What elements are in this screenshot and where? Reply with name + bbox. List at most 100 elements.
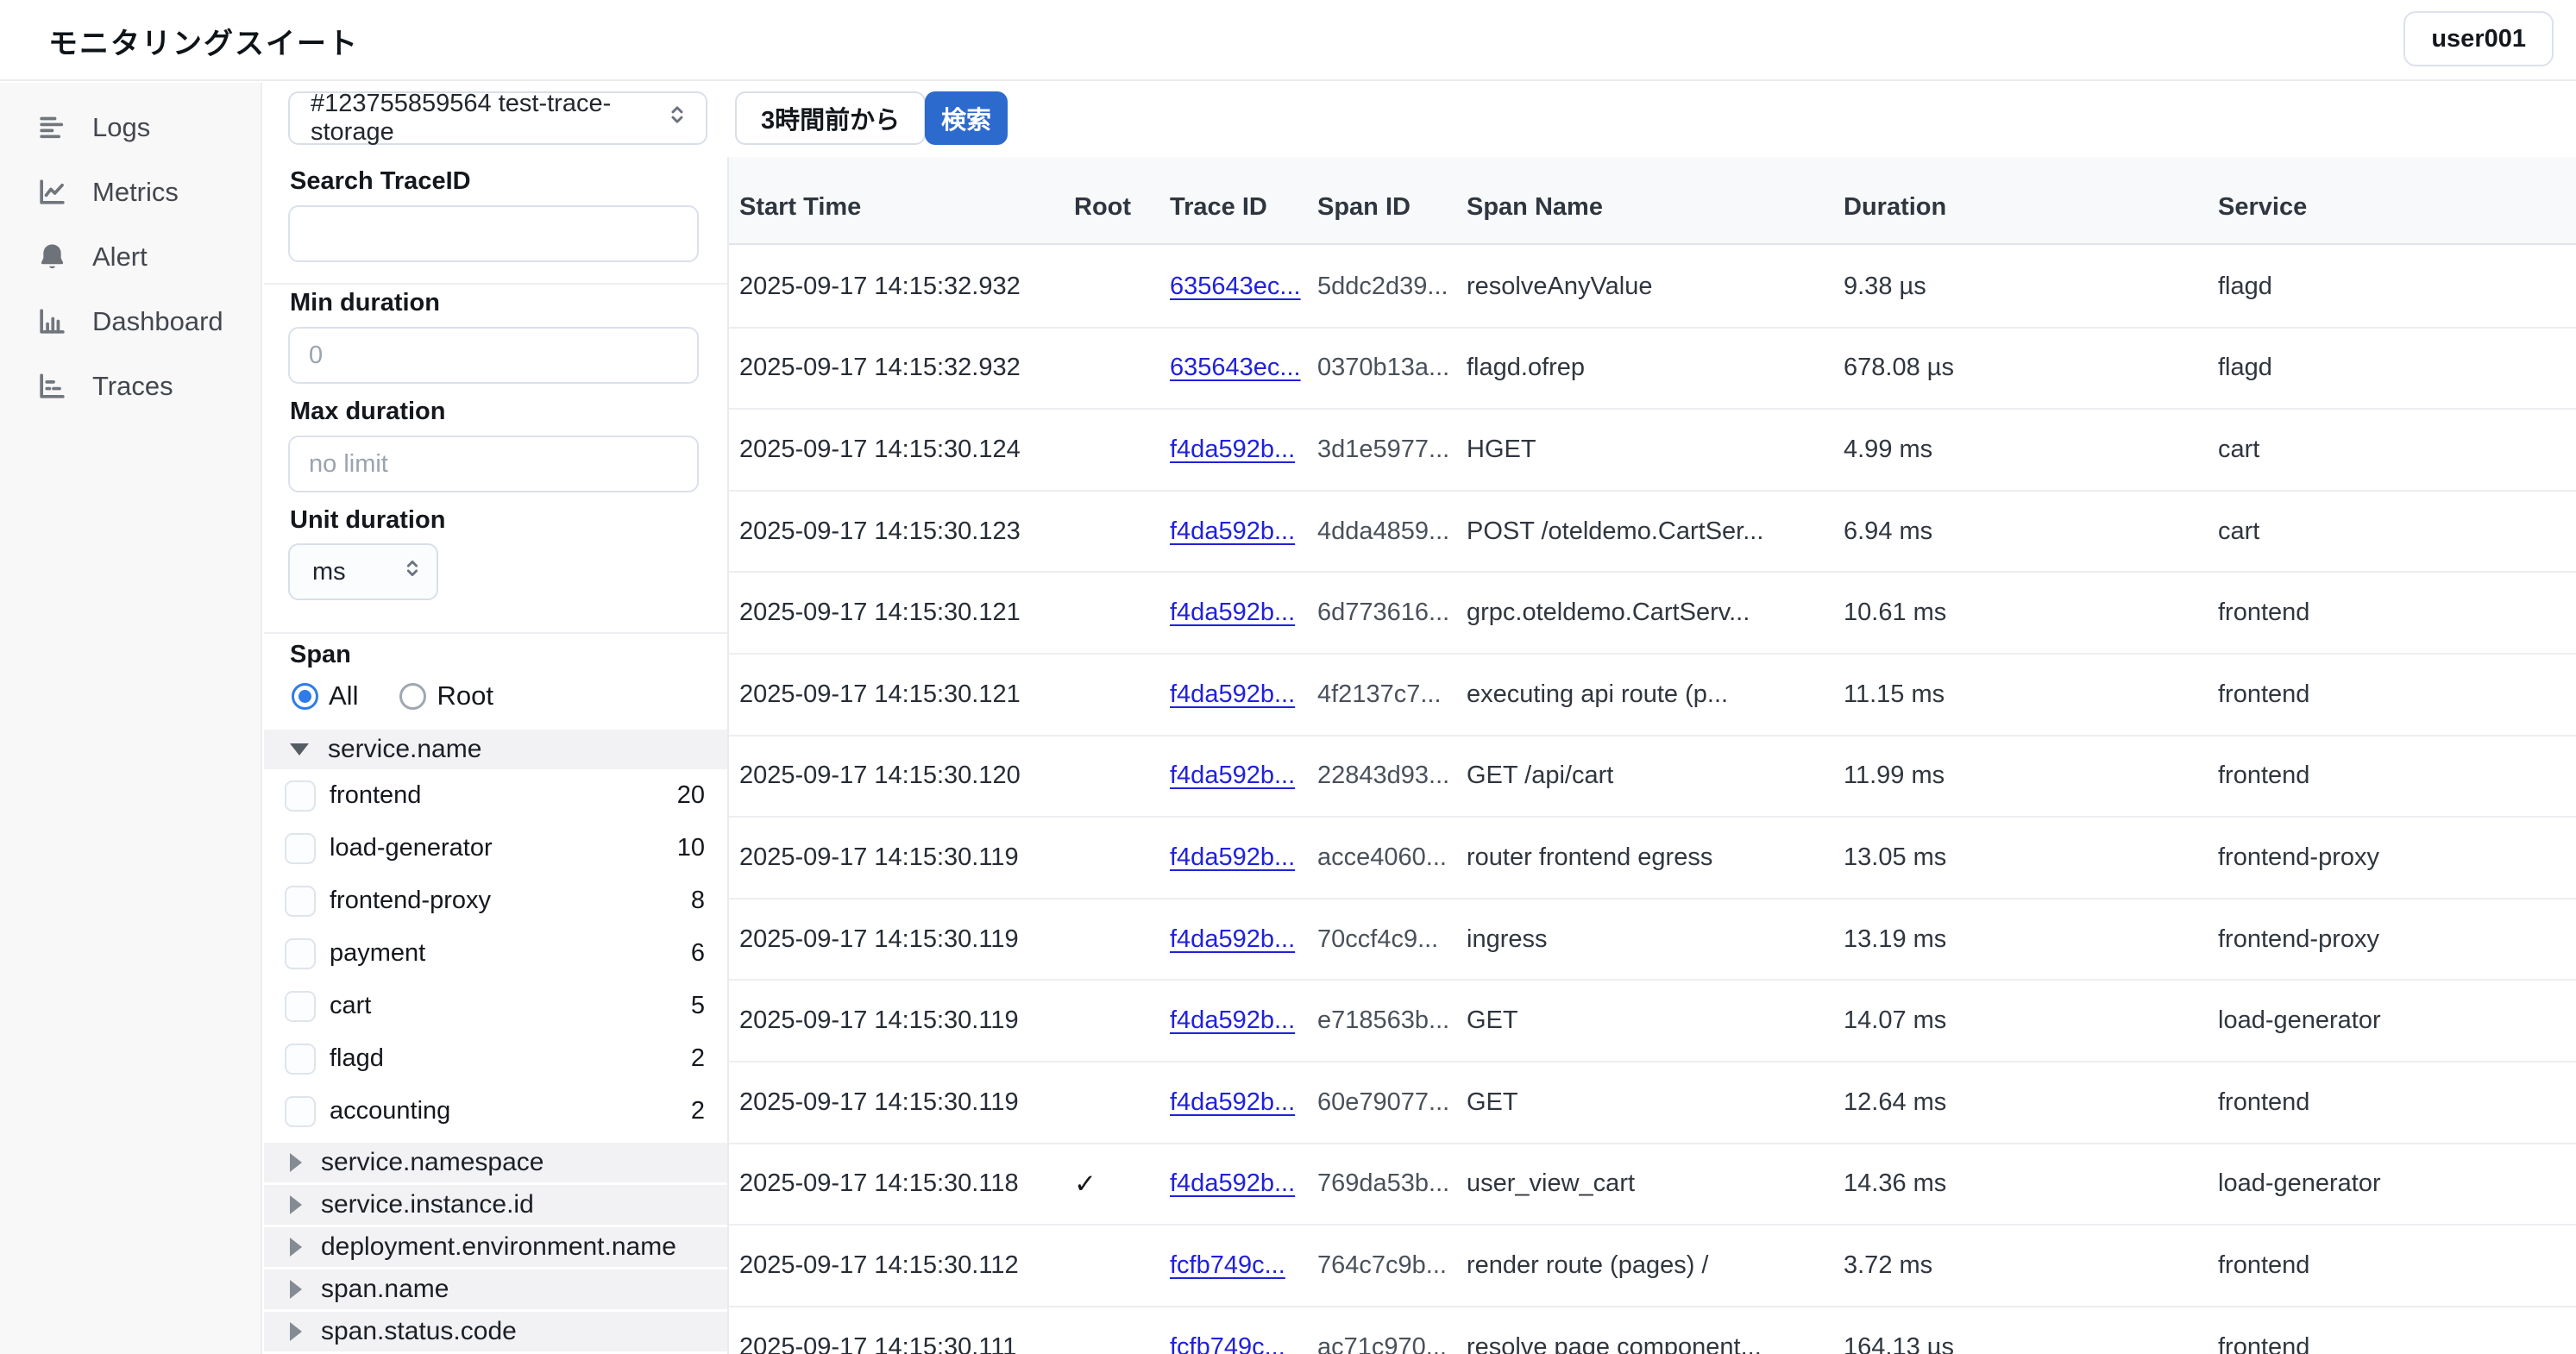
facet-count: 10 — [676, 834, 705, 862]
table-header-row: Start Time Root Trace ID Span ID Span Name Du… — [729, 157, 2576, 245]
facet-label: payment — [330, 939, 426, 967]
min-duration-input[interactable] — [288, 327, 699, 384]
trace-id-link[interactable]: f4da592b... — [1170, 1006, 1296, 1035]
trace-id-link[interactable]: f4da592b... — [1170, 517, 1296, 545]
trace-id-link[interactable]: fcfb749c... — [1170, 1332, 1285, 1354]
sidebar-item-metrics[interactable]: Metrics — [0, 160, 261, 224]
trace-storage-select[interactable]: #123755859564 test-trace-storage — [288, 90, 707, 146]
span-radio-root[interactable]: Root — [399, 680, 493, 711]
cell-duration: 12.64 ms — [1844, 1088, 1947, 1116]
trace-id-link[interactable]: f4da592b... — [1170, 762, 1296, 790]
divider — [264, 283, 727, 285]
cell-start-time: 2025-09-17 14:15:30.119 — [739, 1006, 1019, 1035]
sidebar-item-logs[interactable]: Logs — [0, 95, 261, 160]
cell-span-name: GET — [1467, 1006, 1518, 1035]
root-check-icon: ✓ — [1074, 1168, 1096, 1199]
cell-start-time: 2025-09-17 14:15:30.124 — [739, 435, 1021, 463]
trace-id-link[interactable]: f4da592b... — [1170, 843, 1296, 871]
trace-id-link[interactable]: f4da592b... — [1170, 1088, 1296, 1116]
user-badge[interactable]: user001 — [2403, 11, 2554, 66]
table-body: 2025-09-17 14:15:32.932 635643ec... 5ddc2d… — [729, 247, 2576, 1354]
trace-results-table: Start Time Root Trace ID Span ID Span Name Du… — [729, 157, 2576, 1354]
facet-header-service-name[interactable]: service.name — [264, 730, 727, 769]
facet-label: flagd — [330, 1044, 384, 1072]
cell-service: frontend — [2218, 1251, 2310, 1279]
unit-duration-value: ms — [312, 557, 346, 586]
facet-checkbox[interactable] — [285, 1043, 316, 1075]
trace-id-link[interactable]: 635643ec... — [1170, 354, 1301, 382]
facet-checkbox[interactable] — [285, 832, 316, 864]
cell-service: flagd — [2218, 354, 2272, 382]
max-duration-input[interactable] — [288, 436, 699, 492]
table-row: 2025-09-17 14:15:30.119 f4da592b... acce40… — [729, 818, 2576, 900]
trace-id-link[interactable]: f4da592b... — [1170, 1169, 1296, 1198]
facet-count: 6 — [690, 939, 705, 967]
facet-label: cart — [330, 992, 372, 1019]
search-traceid-input[interactable] — [288, 205, 699, 262]
triangle-right-icon — [290, 1195, 302, 1214]
time-range-button[interactable]: 3時間前から — [735, 91, 927, 145]
cell-span-id: 764c7c9b... — [1317, 1251, 1447, 1279]
cell-trace-id: f4da592b... — [1170, 410, 1295, 490]
cell-span-id: 0370b13a... — [1317, 354, 1450, 382]
trace-id-link[interactable]: f4da592b... — [1170, 680, 1296, 708]
sidebar-item-label: Dashboard — [92, 305, 223, 336]
cell-span-id: e718563b... — [1317, 1006, 1450, 1035]
search-button[interactable]: 検索 — [925, 91, 1008, 145]
facet-header-service-namespace[interactable]: service.namespace — [264, 1143, 727, 1182]
table-row: 2025-09-17 14:15:32.932 635643ec... 0370b1… — [729, 328, 2576, 411]
cell-start-time: 2025-09-17 14:15:30.111 — [739, 1332, 1017, 1354]
unit-duration-select[interactable]: ms — [288, 543, 438, 600]
facet-header-span-status-code[interactable]: span.status.code — [264, 1312, 727, 1351]
sidebar-item-label: Logs — [92, 111, 151, 142]
facet-header-service-instance-id[interactable]: service.instance.id — [264, 1185, 727, 1225]
cell-start-time: 2025-09-17 14:15:30.120 — [739, 762, 1021, 790]
facet-count: 8 — [690, 887, 705, 914]
cell-span-name: resolve page component... — [1467, 1332, 1762, 1354]
cell-service: frontend — [2218, 1088, 2310, 1116]
chevron-up-down-icon — [400, 555, 424, 589]
facet-checkbox[interactable] — [285, 990, 316, 1022]
facet-header-deployment-environment-name[interactable]: deployment.environment.name — [264, 1227, 727, 1267]
cell-service: frontend — [2218, 1332, 2310, 1354]
sidebar-item-label: Alert — [92, 241, 148, 272]
app-header: モニタリングスイート user001 — [0, 0, 2576, 81]
cell-start-time: 2025-09-17 14:15:32.932 — [739, 272, 1021, 300]
sidebar-item-dashboard[interactable]: Dashboard — [0, 289, 261, 354]
trace-id-link[interactable]: 635643ec... — [1170, 272, 1301, 300]
cell-span-id: 70ccf4c9... — [1317, 925, 1439, 953]
cell-duration: 678.08 µs — [1844, 354, 1954, 382]
facet-checkbox[interactable] — [285, 937, 316, 969]
facet-checkbox[interactable] — [285, 780, 316, 812]
column-header-duration: Duration — [1844, 192, 1947, 221]
trace-id-link[interactable]: fcfb749c... — [1170, 1251, 1285, 1279]
span-radio-all[interactable]: All — [292, 680, 358, 711]
facet-row: payment 6 — [264, 927, 727, 980]
cell-trace-id: 635643ec... — [1170, 329, 1301, 409]
facet-checkbox[interactable] — [285, 885, 316, 917]
cell-span-name: HGET — [1467, 435, 1536, 463]
cell-span-id: ac71c970... — [1317, 1332, 1447, 1354]
facet-row: frontend 20 — [264, 769, 727, 822]
cell-start-time: 2025-09-17 14:15:30.118 — [739, 1169, 1019, 1198]
cell-duration: 14.36 ms — [1844, 1169, 1947, 1198]
cell-duration: 11.15 ms — [1844, 680, 1945, 708]
sidebar-item-alert[interactable]: Alert — [0, 224, 261, 289]
table-row: 2025-09-17 14:15:32.932 635643ec... 5ddc2d… — [729, 247, 2576, 329]
cell-start-time: 2025-09-17 14:15:30.119 — [739, 1088, 1019, 1116]
cell-duration: 10.61 ms — [1844, 599, 1947, 627]
cell-service: frontend-proxy — [2218, 843, 2379, 871]
trace-id-link[interactable]: f4da592b... — [1170, 599, 1296, 627]
cell-service: load-generator — [2218, 1169, 2381, 1198]
trace-id-link[interactable]: f4da592b... — [1170, 925, 1296, 953]
max-duration-label: Max duration — [290, 398, 446, 425]
trace-id-link[interactable]: f4da592b... — [1170, 435, 1296, 463]
facet-checkbox[interactable] — [285, 1095, 316, 1127]
table-row: 2025-09-17 14:15:30.119 f4da592b... 60e790… — [729, 1062, 2576, 1144]
column-header-trace-id: Trace ID — [1170, 192, 1267, 221]
facet-header-span-name[interactable]: span.name — [264, 1269, 727, 1309]
sidebar-item-traces[interactable]: Traces — [0, 354, 261, 418]
cell-trace-id: f4da592b... — [1170, 1063, 1295, 1143]
table-row: 2025-09-17 14:15:30.120 f4da592b... 22843d… — [729, 736, 2576, 818]
cell-span-id: 4dda4859... — [1317, 517, 1450, 545]
